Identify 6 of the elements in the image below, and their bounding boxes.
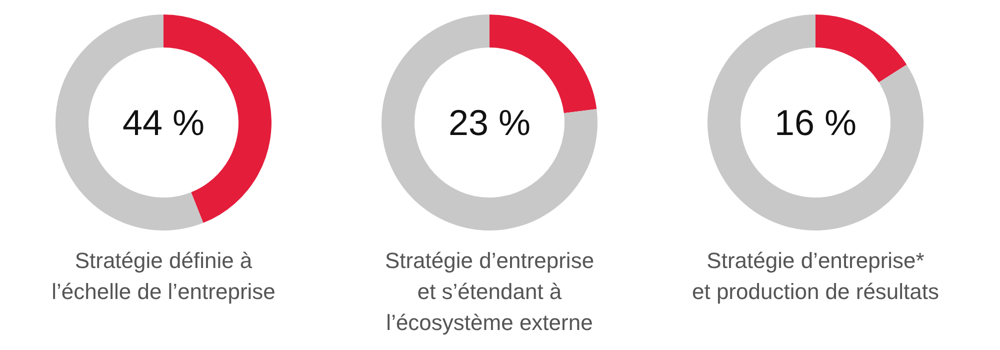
data-label: 16 % (774, 102, 857, 143)
text: Stratégie définie à l’échelle de l’entreprise (52, 248, 276, 304)
data-label: 23 % (448, 102, 531, 143)
text: Stratégie d’entreprise et s’étendant à l’écosystème externe (384, 248, 594, 335)
text: Stratégie d’entreprise* et production de résultats (692, 248, 940, 304)
data-label: 44 % (122, 102, 205, 143)
